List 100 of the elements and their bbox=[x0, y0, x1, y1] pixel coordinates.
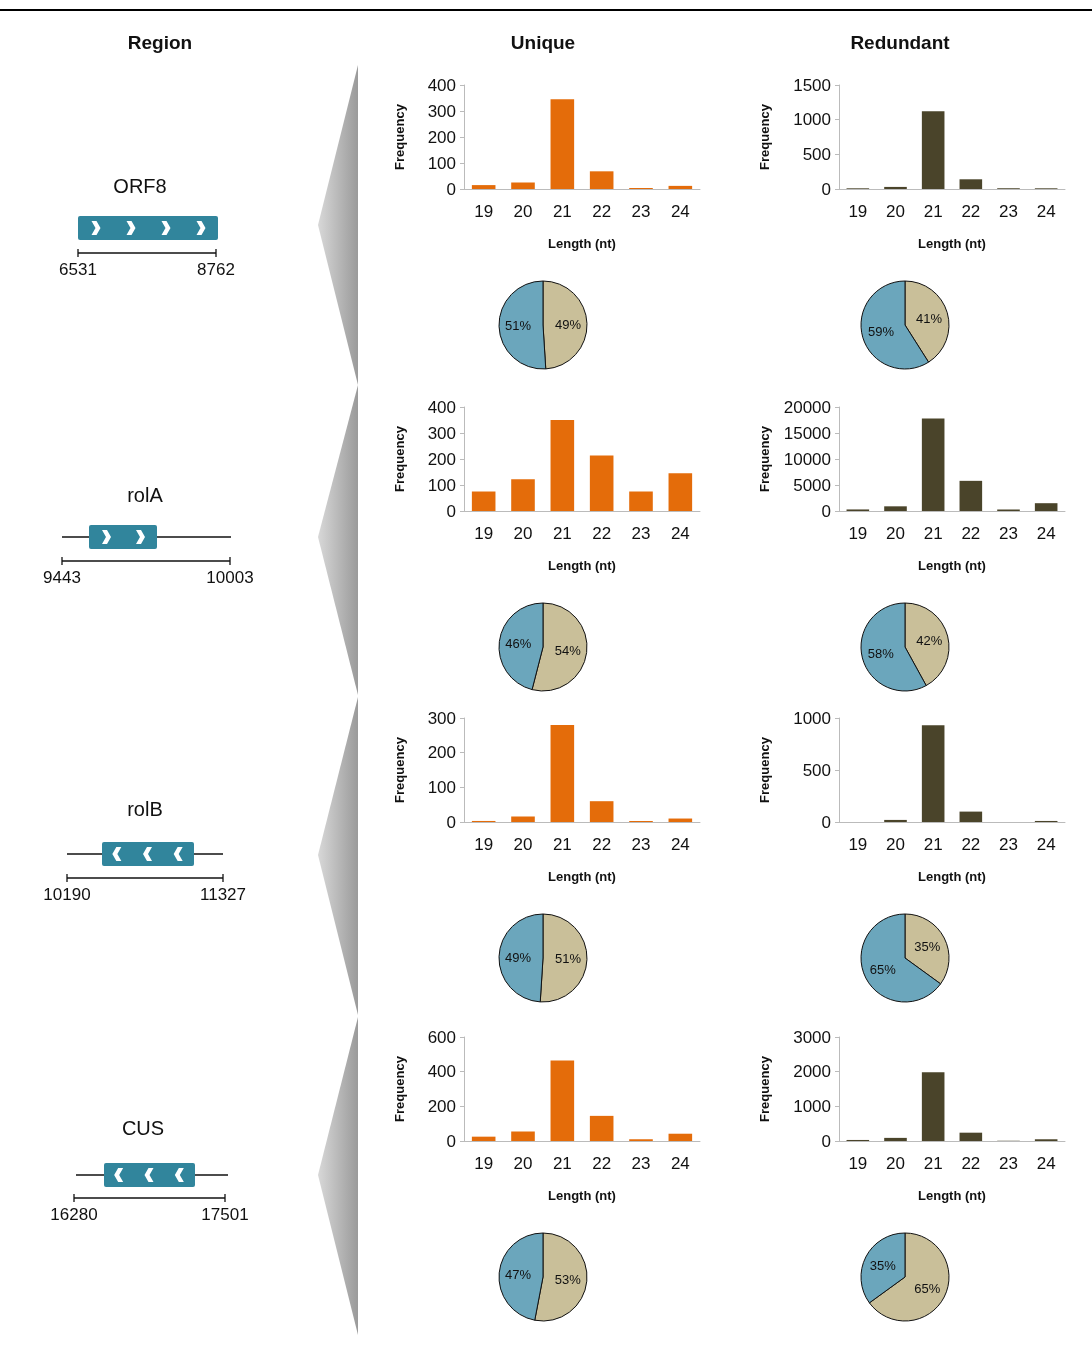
data-label: 51% bbox=[554, 951, 582, 967]
x-tick-label: 24 bbox=[670, 524, 690, 543]
bar bbox=[471, 185, 496, 189]
x-tick-label: 20 bbox=[886, 835, 905, 854]
y-tick-label: 0 bbox=[446, 501, 456, 521]
y-axis-title: Frequency bbox=[392, 103, 407, 170]
x-tick-label: 22 bbox=[592, 202, 612, 221]
y-tick-label: 300 bbox=[427, 423, 456, 443]
y-tick-label: 100 bbox=[427, 777, 456, 797]
x-tick-label: 23 bbox=[999, 1154, 1018, 1173]
text: Redundant bbox=[850, 32, 950, 54]
data-label: 41% bbox=[915, 310, 943, 326]
y-tick-label: 20000 bbox=[783, 397, 831, 417]
bar bbox=[550, 1060, 575, 1141]
bar bbox=[959, 1132, 983, 1141]
y-tick-label: 10000 bbox=[783, 449, 831, 469]
text: Region bbox=[127, 32, 193, 54]
bar bbox=[668, 473, 693, 511]
data-label: 35% bbox=[869, 1258, 897, 1274]
x-axis-title: Length (nt) bbox=[548, 558, 616, 573]
x-tick-label: 20 bbox=[886, 524, 905, 543]
bar bbox=[629, 491, 653, 511]
x-tick-label: 20 bbox=[886, 1154, 905, 1173]
y-tick-label: 200 bbox=[427, 1096, 456, 1116]
x-tick-label: 20 bbox=[886, 202, 905, 221]
bar bbox=[589, 1115, 614, 1141]
x-tick-label: 19 bbox=[848, 835, 868, 854]
y-tick-label: 200 bbox=[427, 127, 456, 147]
y-tick-label: 200 bbox=[427, 743, 456, 763]
text: 10003 bbox=[206, 568, 254, 588]
y-axis-title: Frequency bbox=[757, 425, 772, 492]
bar bbox=[884, 1137, 907, 1141]
data-label: 42% bbox=[916, 633, 943, 649]
y-axis-title: Frequency bbox=[757, 1055, 772, 1122]
y-tick-label: 1000 bbox=[793, 708, 831, 728]
data-label: 54% bbox=[554, 642, 582, 658]
x-axis-title: Length (nt) bbox=[548, 236, 616, 251]
y-tick-label: 2000 bbox=[793, 1062, 831, 1082]
y-tick-label: 400 bbox=[427, 397, 456, 417]
x-tick-label: 19 bbox=[848, 524, 868, 543]
data-label: 53% bbox=[554, 1271, 582, 1287]
x-tick-label: 23 bbox=[631, 835, 651, 854]
y-tick-label: 300 bbox=[427, 708, 456, 728]
bar bbox=[959, 480, 983, 511]
bar bbox=[589, 801, 614, 822]
text: 11327 bbox=[199, 885, 247, 905]
y-tick-label: 400 bbox=[427, 75, 456, 95]
x-tick-label: 21 bbox=[923, 1154, 943, 1173]
data-label: 49% bbox=[505, 949, 532, 965]
x-tick-label: 23 bbox=[631, 202, 651, 221]
data-label: 59% bbox=[867, 324, 895, 340]
bar bbox=[550, 99, 575, 189]
y-tick-label: 5000 bbox=[793, 475, 831, 495]
text: ORF8 bbox=[113, 175, 167, 198]
x-tick-label: 21 bbox=[552, 1154, 572, 1173]
y-tick-label: 1500 bbox=[793, 75, 831, 95]
text: 6531 bbox=[59, 260, 97, 280]
x-tick-label: 22 bbox=[592, 835, 612, 854]
y-tick-label: 1000 bbox=[793, 110, 831, 130]
x-tick-label: 20 bbox=[513, 524, 533, 543]
bar bbox=[550, 724, 575, 822]
data-label: 58% bbox=[867, 645, 895, 661]
x-axis-title: Length (nt) bbox=[918, 869, 986, 884]
bar bbox=[921, 1072, 945, 1141]
data-label: 49% bbox=[554, 316, 582, 332]
text: 8762 bbox=[197, 260, 235, 280]
bar bbox=[511, 182, 535, 189]
y-axis-title: Frequency bbox=[757, 736, 772, 803]
y-tick-label: 500 bbox=[802, 144, 831, 164]
bar bbox=[921, 111, 945, 189]
text: 9443 bbox=[43, 568, 81, 588]
x-axis-title: Length (nt) bbox=[918, 1188, 986, 1203]
bar bbox=[511, 1131, 535, 1141]
bar bbox=[511, 816, 535, 822]
x-axis-title: Length (nt) bbox=[548, 1188, 616, 1203]
x-tick-label: 23 bbox=[631, 524, 651, 543]
text: rolA bbox=[127, 484, 163, 507]
x-tick-label: 19 bbox=[474, 524, 494, 543]
x-tick-label: 21 bbox=[923, 835, 943, 854]
x-tick-label: 24 bbox=[670, 1154, 690, 1173]
x-tick-label: 24 bbox=[1036, 524, 1056, 543]
y-tick-label: 100 bbox=[427, 153, 456, 173]
x-tick-label: 24 bbox=[670, 202, 690, 221]
x-tick-label: 21 bbox=[923, 202, 943, 221]
x-axis-title: Length (nt) bbox=[918, 236, 986, 251]
x-tick-label: 20 bbox=[513, 202, 533, 221]
x-tick-label: 24 bbox=[670, 835, 690, 854]
y-tick-label: 0 bbox=[821, 812, 831, 832]
x-tick-label: 24 bbox=[1036, 202, 1056, 221]
text: 16280 bbox=[50, 1205, 98, 1225]
text: 17501 bbox=[201, 1205, 249, 1225]
x-tick-label: 21 bbox=[923, 524, 943, 543]
x-tick-label: 24 bbox=[1036, 835, 1056, 854]
x-axis-title: Length (nt) bbox=[548, 869, 616, 884]
x-tick-label: 19 bbox=[848, 202, 868, 221]
data-label: 65% bbox=[914, 1280, 941, 1296]
data-label: 65% bbox=[869, 961, 897, 977]
y-tick-label: 1000 bbox=[793, 1096, 831, 1116]
bar bbox=[884, 819, 907, 822]
bar bbox=[668, 185, 693, 189]
